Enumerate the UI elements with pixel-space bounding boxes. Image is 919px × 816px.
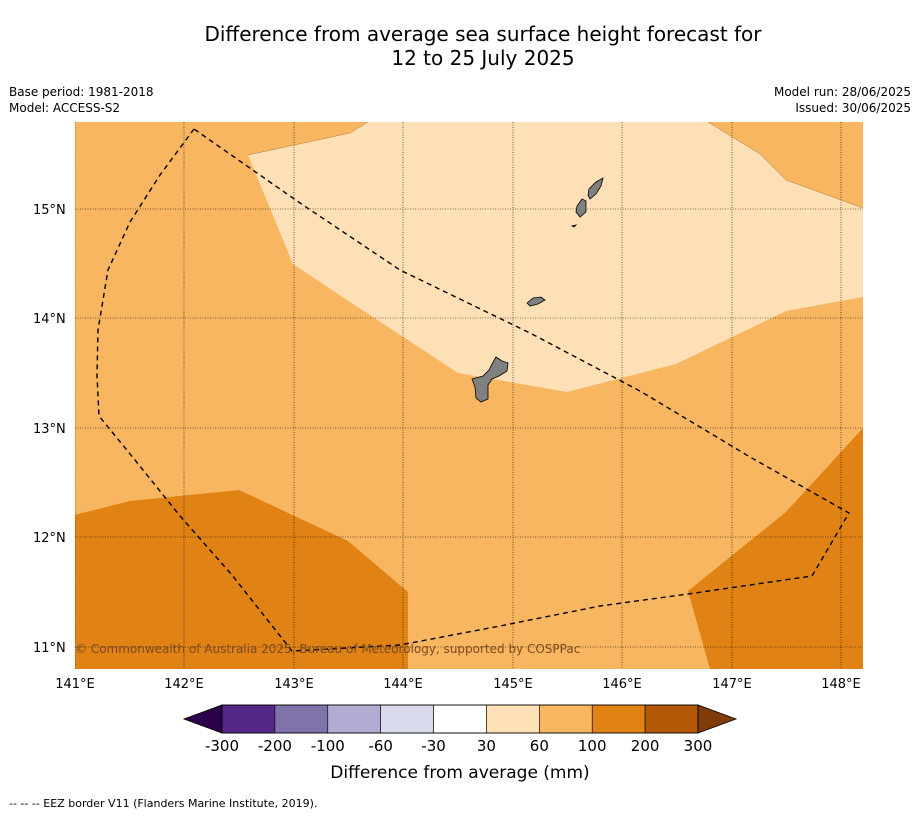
lon-label-146e: 146°E	[602, 677, 642, 692]
meta-left: Base period: 1981-2018 Model: ACCESS-S2	[9, 84, 154, 116]
colorbar-segment	[486, 704, 540, 734]
lon-label-143e: 143°E	[274, 677, 314, 692]
eez-legend-note: -- -- -- EEZ border V11 (Flanders Marine…	[9, 797, 318, 810]
colorbar-tick-label: 60	[530, 737, 549, 755]
colorbar: -300 -200 -100 -60 -30 30 60 100 200 300 Differen…	[182, 704, 738, 783]
colorbar-segment	[221, 704, 276, 734]
colorbar-tick-label: -300	[205, 737, 239, 755]
colorbar-segment	[433, 704, 487, 734]
colorbar-segment	[327, 704, 381, 734]
latitude-labels: 15°N 14°N 13°N 12°N 11°N	[33, 203, 66, 656]
graticule	[75, 122, 863, 669]
lon-label-142e: 142°E	[164, 677, 204, 692]
title-line-2: 12 to 25 July 2025	[391, 46, 575, 70]
colorbar-tick-label: -100	[311, 737, 345, 755]
anomaly-100-200-region-southwest	[75, 490, 408, 669]
model-name: Model: ACCESS-S2	[9, 101, 121, 115]
colorbar-tick-label: 100	[578, 737, 607, 755]
lat-label-12n: 12°N	[33, 531, 66, 546]
eez-border	[96, 128, 850, 652]
longitude-labels: 141°E 142°E 143°E 144°E 145°E 146°E 147°…	[55, 677, 861, 692]
map-area: © Commonwealth of Australia 2025, Bureau…	[75, 122, 863, 669]
colorbar-tick-label: -30	[421, 737, 446, 755]
colorbar-segment	[539, 704, 593, 734]
base-period: Base period: 1981-2018	[9, 85, 154, 99]
colorbar-extend-low	[182, 704, 223, 734]
lon-label-145e: 145°E	[493, 677, 533, 692]
islands	[471, 177, 604, 403]
lat-label-11n: 11°N	[33, 641, 66, 656]
colorbar-title: Difference from average (mm)	[330, 763, 589, 783]
saipan-island	[587, 177, 604, 200]
contour-line-30	[247, 122, 369, 156]
lon-label-141e: 141°E	[55, 677, 95, 692]
anomaly-100-200-region-east	[688, 428, 863, 669]
tinian-island	[575, 198, 587, 218]
lat-label-14n: 14°N	[33, 312, 66, 327]
colorbar-tick-label: 200	[631, 737, 660, 755]
lon-label-148e: 148°E	[821, 677, 861, 692]
anomaly-30-60-region	[248, 122, 863, 392]
colorbar-frame	[221, 704, 699, 734]
copyright-notice: © Commonwealth of Australia 2025, Bureau…	[75, 642, 580, 656]
colorbar-tick-label: -200	[258, 737, 292, 755]
colorbar-segment	[644, 704, 699, 734]
colorbar-tick-label: 300	[684, 737, 713, 755]
colorbar-segment	[591, 704, 646, 734]
guam-island	[471, 356, 509, 403]
title-line-1: Difference from average sea surface heig…	[204, 22, 762, 46]
rota-island	[526, 296, 546, 307]
lon-label-147e: 147°E	[712, 677, 752, 692]
colorbar-segment	[380, 704, 434, 734]
lat-label-15n: 15°N	[33, 203, 66, 218]
colorbar-segments	[221, 704, 699, 734]
colorbar-extend-high	[697, 704, 738, 734]
contour-line-60	[707, 122, 863, 209]
colorbar-segment	[274, 704, 329, 734]
model-run: Model run: 28/06/2025	[773, 85, 911, 99]
chart-title: Difference from average sea surface heig…	[0, 22, 919, 70]
colorbar-tick-label: -60	[368, 737, 393, 755]
aguijan-island	[570, 224, 578, 228]
meta-right: Model run: 28/06/2025 Issued: 30/06/2025	[774, 84, 911, 116]
colorbar-tick-labels: -300 -200 -100 -60 -30 30 60 100 200 300	[205, 737, 712, 755]
colorbar-tick-label: 30	[477, 737, 496, 755]
lat-label-13n: 13°N	[33, 422, 66, 437]
lon-label-144e: 144°E	[383, 677, 423, 692]
issued-date: Issued: 30/06/2025	[795, 101, 911, 115]
